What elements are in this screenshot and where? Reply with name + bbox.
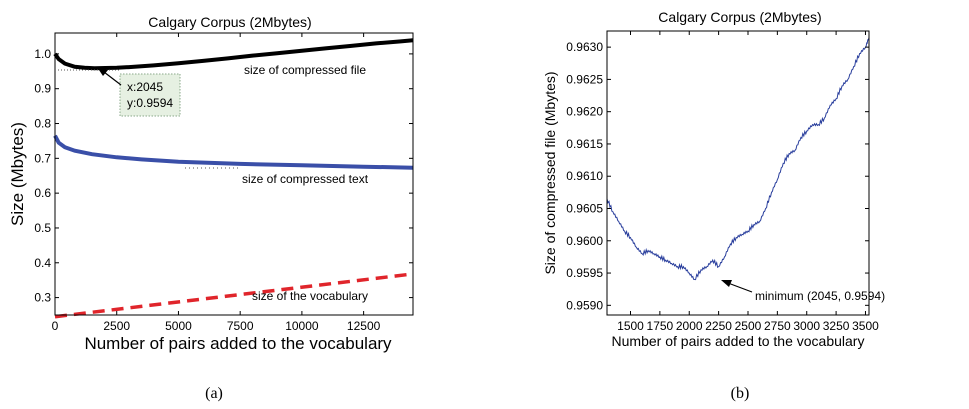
chart-a-ytick-label: 0.8 [34,117,51,131]
chart-b-ytick-label: 0.9625 [566,72,603,86]
chart-a-title: Calgary Corpus (2Mbytes) [148,14,311,30]
datatip-x: x:2045 [127,80,163,94]
series-label-compressed-file: size of compressed file [244,63,366,77]
datatip-box: x:2045 y:0.9594 [119,73,181,117]
chart-b-axes-box [606,30,870,316]
chart-panel-a: Calgary Corpus (2Mbytes) 0 2500 5000 7500 10… [8,14,414,402]
panel-b-caption: (b) [731,385,750,402]
series-label-vocabulary: size of the vocabulary [252,289,368,303]
minimum-arrow [721,280,753,293]
chart-b-xtick-label: 2500 [735,319,762,333]
chart-a-series-line-2 [54,272,414,319]
chart-b-series-line-0 [606,37,870,281]
minimum-annotation: minimum (2045, 0.9594) [755,289,885,303]
chart-b-ytick-label: 0.9600 [566,234,603,248]
chart-a-ytick-label: 0.9 [34,82,51,96]
chart-b-ytick-label: 0.9620 [566,105,603,119]
chart-a-series-line-1 [53,134,414,170]
panel-a-caption: (a) [205,385,223,402]
datatip-background [119,73,181,117]
datatip-y: y:0.9594 [127,96,173,110]
chart-a-ytick-label: 0.5 [34,221,51,235]
chart-b-ytick-label: 0.9610 [566,169,603,183]
chart-a-xlabel: Number of pairs added to the vocabulary [84,334,392,353]
chart-b-ytick-label: 0.9605 [566,202,603,216]
chart-a-xtick-label: 2500 [103,319,130,333]
chart-b-xtick-label: 3500 [852,319,879,333]
chart-b-xlabel: Number of pairs added to the vocabulary [612,333,865,349]
chart-a-xtick-label: 0 [52,319,59,333]
chart-a-axes-box [54,32,414,316]
chart-b-ytick-label: 0.9630 [566,40,603,54]
chart-a-xtick-label: 7500 [227,319,254,333]
chart-b-xtick-label: 3250 [823,319,850,333]
chart-b-xtick-label: 2000 [676,319,703,333]
chart-a-series-line-0 [53,38,414,71]
chart-b-ytick-label: 0.9615 [566,137,603,151]
chart-b-ylabel: Size of compressed file (Mbytes) [542,71,558,274]
chart-b-ytick-label: 0.9595 [566,266,603,280]
chart-panel-b: Calgary Corpus (2Mbytes) 1500 1750 2000 225… [542,9,885,402]
chart-b-xtick-label: 1750 [647,319,674,333]
chart-b-ytick-label: 0.9590 [566,298,603,312]
chart-a-xtick-label: 5000 [165,319,192,333]
chart-b-xtick-label: 2750 [764,319,791,333]
chart-b-xtick-label: 2250 [705,319,732,333]
chart-a-ytick-label: 0.4 [34,256,51,270]
chart-b-ticks: 1500 1750 2000 2250 2500 2750 3000 3250 3500 0.95… [566,31,879,333]
chart-a-ytick-label: 0.6 [34,186,51,200]
chart-a-ticks: 0 2500 5000 7500 10000 12500 0.3 0.4 0.5 0.6 0.7 0.… [34,33,413,333]
chart-a-xtick-label: 10000 [285,319,319,333]
chart-b-series [606,37,870,281]
chart-a-ytick-label: 0.3 [34,291,51,305]
datatip-arrow [97,67,122,86]
chart-a-xtick-label: 12500 [347,319,381,333]
chart-a-ytick-label: 1.0 [34,47,51,61]
chart-a-ylabel: Size (Mbytes) [8,122,27,226]
chart-b-xtick-label: 1500 [617,319,644,333]
series-label-compressed-text: size of compressed text [242,172,369,186]
chart-a-series [53,38,414,319]
chart-b-title: Calgary Corpus (2Mbytes) [658,9,821,25]
chart-b-xtick-label: 3000 [793,319,820,333]
chart-a-ytick-label: 0.7 [34,151,51,165]
